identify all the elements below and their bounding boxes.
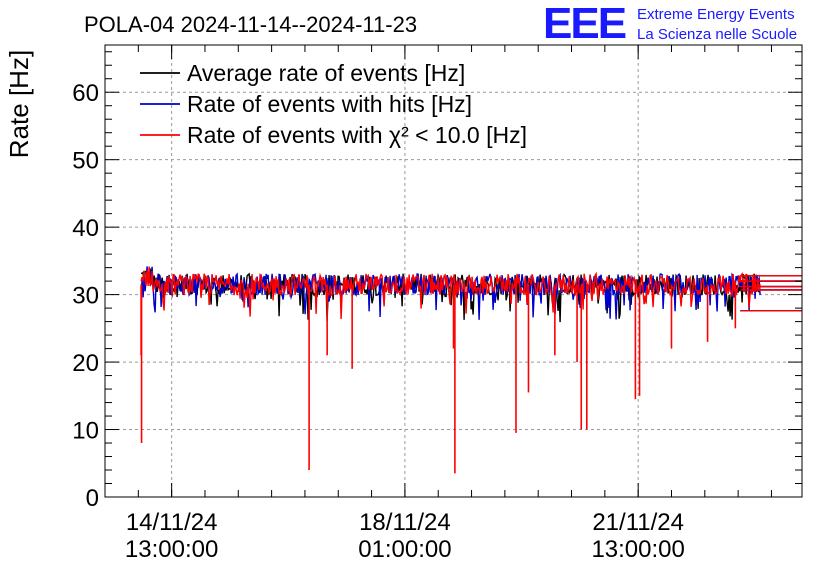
- axes: 010203040506014/11/2413:00:0018/11/2401:…: [72, 45, 802, 563]
- y-tick-label: 40: [72, 215, 99, 242]
- y-tick-label: 0: [86, 485, 99, 512]
- x-tick-label-time: 13:00:00: [591, 536, 684, 563]
- x-tick-label-date: 21/11/24: [592, 509, 684, 536]
- y-tick-label: 10: [72, 418, 99, 445]
- x-tick-label-date: 18/11/24: [359, 509, 451, 536]
- legend-label-0: Average rate of events [Hz]: [187, 60, 465, 86]
- plot-frame: [104, 44, 803, 498]
- chart-title: POLA-04 2024-11-14--2024-11-23: [84, 12, 417, 37]
- legend-label-1: Rate of events with hits [Hz]: [187, 91, 472, 117]
- plot-area: [140, 266, 802, 474]
- y-tick-label: 60: [72, 80, 99, 107]
- legend: Average rate of events [Hz] Rate of event…: [140, 60, 527, 148]
- y-tick-label: 30: [72, 283, 99, 310]
- eee-logo-line1: Extreme Energy Events: [637, 6, 795, 23]
- x-tick-label-time: 13:00:00: [125, 536, 218, 563]
- y-tick-label: 20: [72, 350, 99, 377]
- legend-label-2: Rate of events with χ² < 10.0 [Hz]: [187, 122, 527, 148]
- eee-logo-mark: EEE: [543, 0, 626, 48]
- y-axis-label: Rate [Hz]: [4, 50, 34, 158]
- eee-logo-line2: La Scienza nelle Scuole: [637, 26, 797, 43]
- x-tick-label-time: 01:00:00: [358, 536, 451, 563]
- y-tick-label: 50: [72, 148, 99, 175]
- eee-logo: EEE Extreme Energy Events La Scienza nel…: [543, 0, 797, 48]
- x-tick-label-date: 14/11/24: [126, 509, 218, 536]
- series-trace-2: [140, 266, 761, 320]
